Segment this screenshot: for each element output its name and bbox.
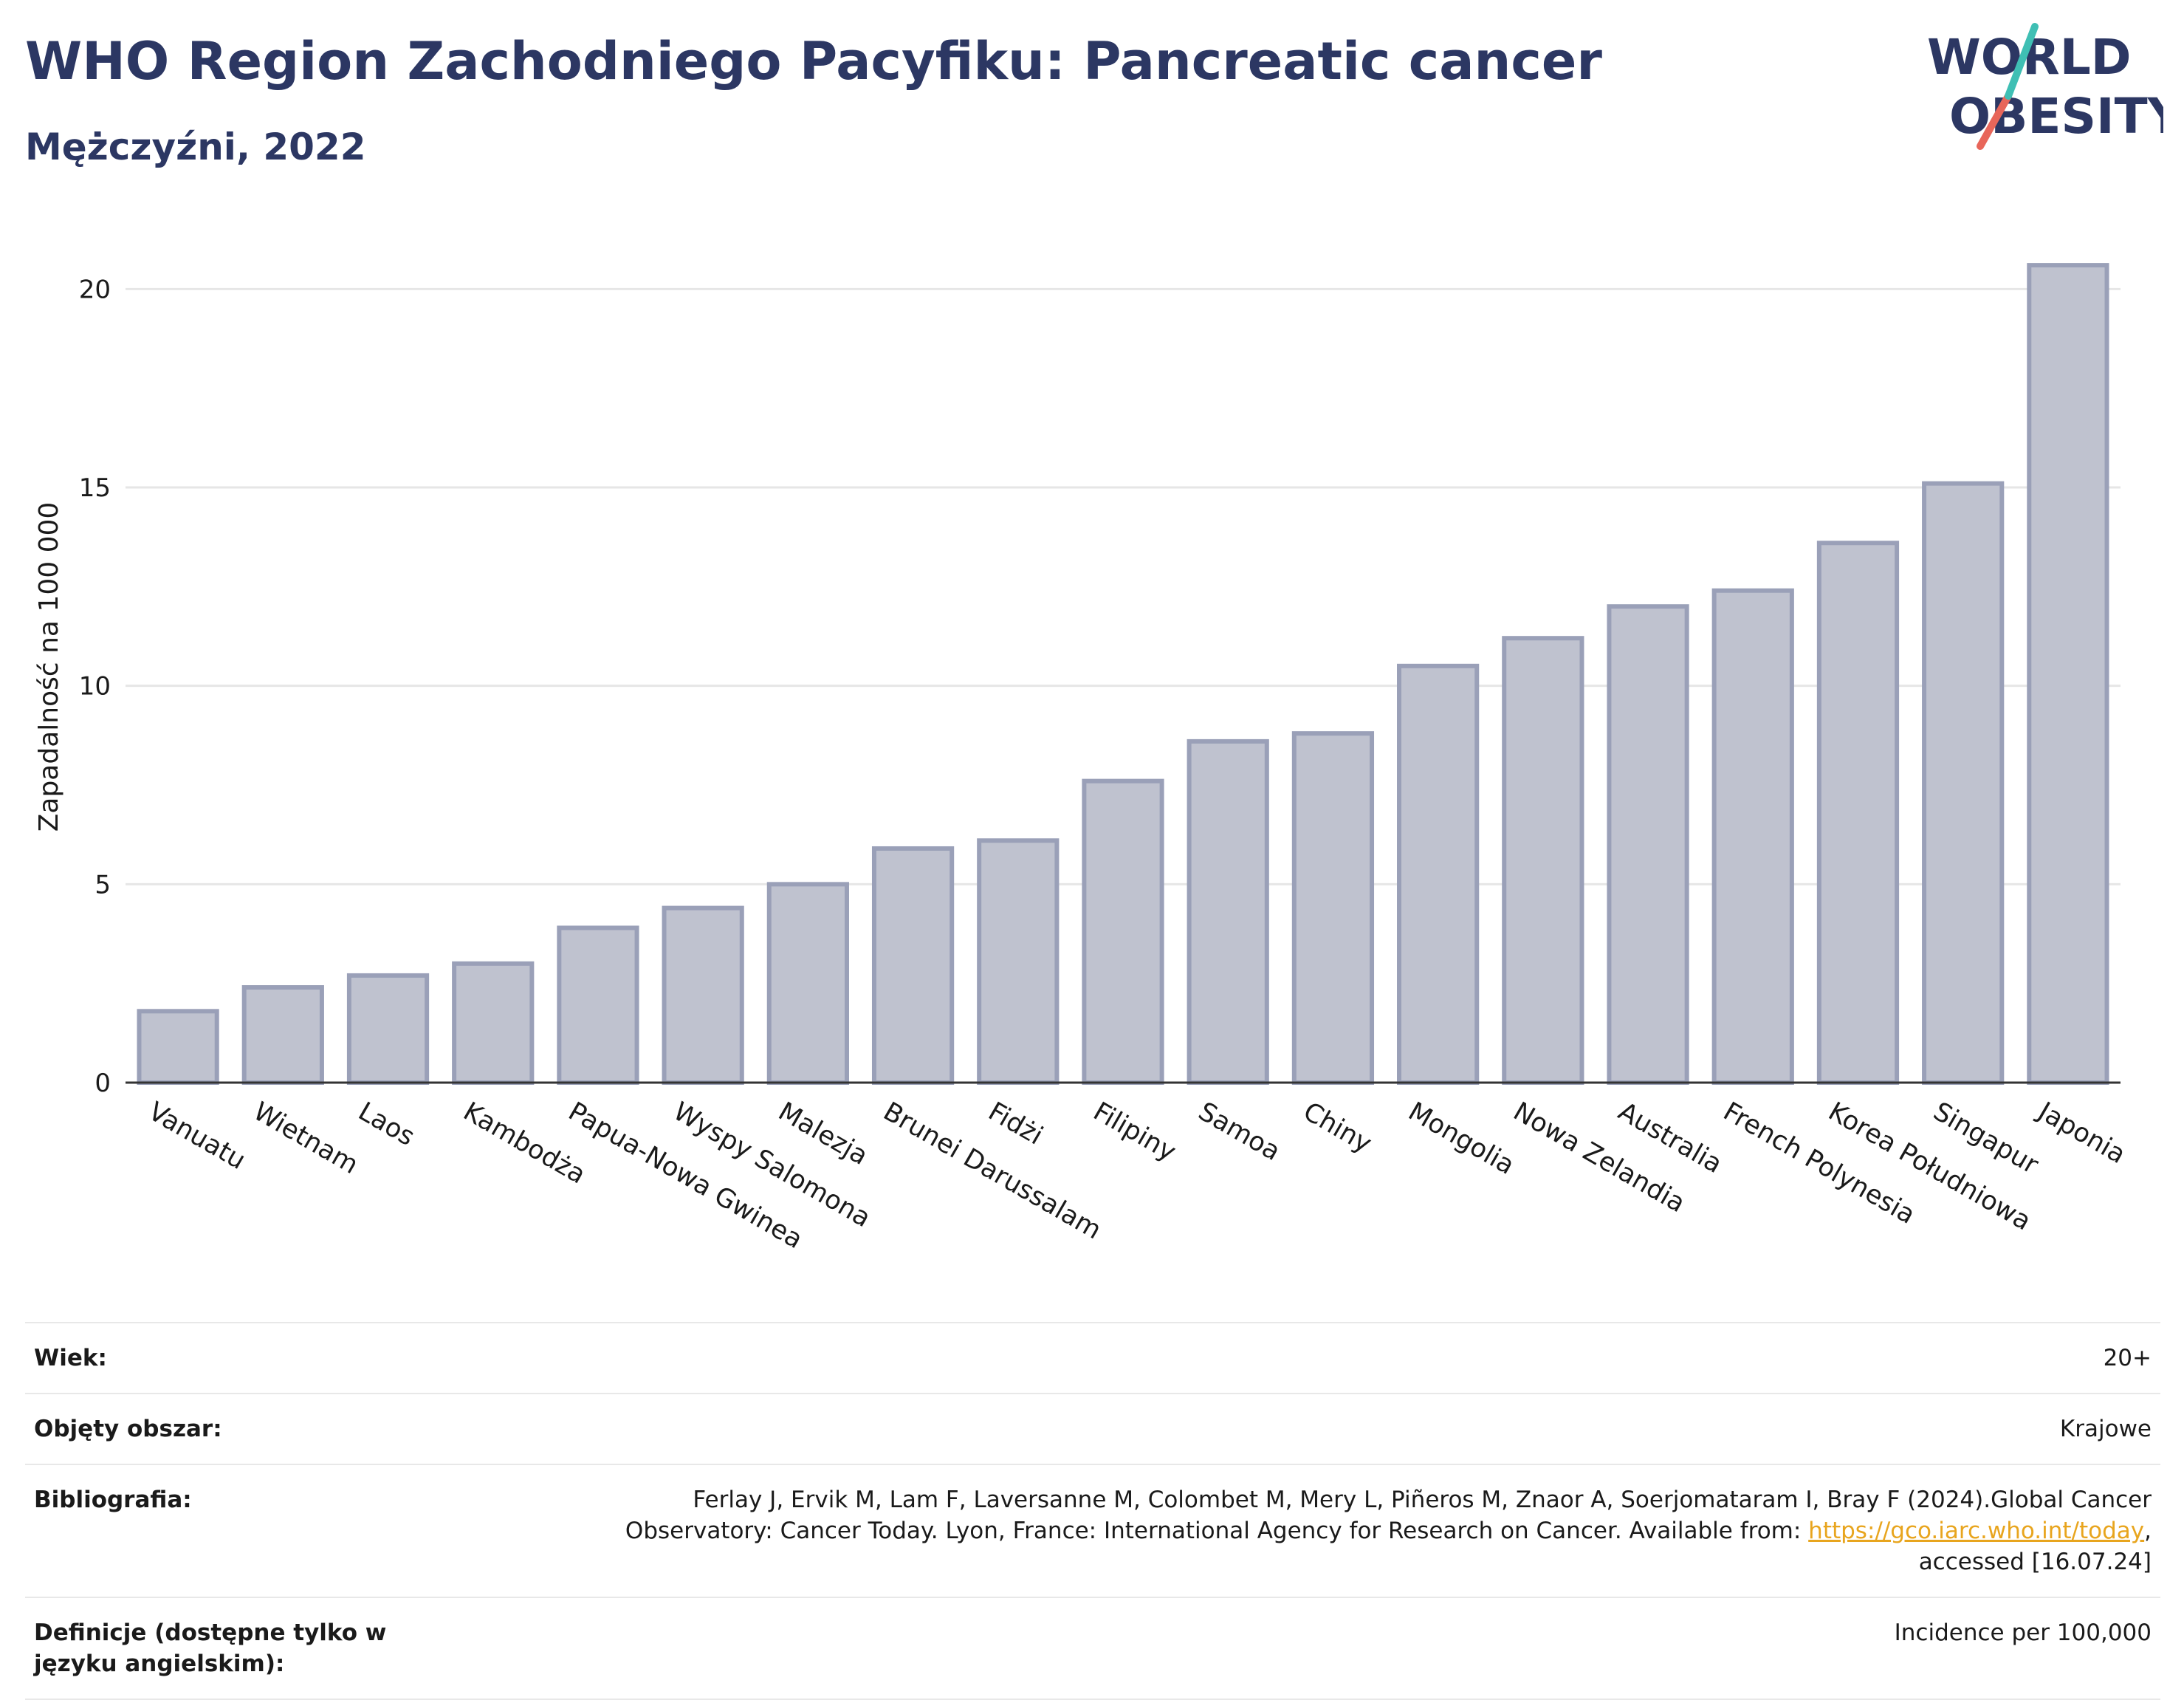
bibliography-line2: Observatory: Cancer Today. Lyon, France:… — [625, 1518, 1809, 1544]
info-key-bibliography: Bibliografia: — [34, 1487, 192, 1513]
logo-slash-teal — [2005, 23, 2039, 100]
x-tick-label: Wietnam — [248, 1097, 363, 1180]
info-key-age: Wiek: — [34, 1345, 107, 1371]
bar — [766, 882, 849, 1086]
world-obesity-logo: WORLD OBESITY — [1927, 23, 2163, 150]
bar — [2027, 263, 2109, 1086]
chart-title: WHO Region Zachodniego Pacyfiku: Pancrea… — [25, 31, 1602, 92]
axes: 0 5 10 15 20 — [79, 275, 2121, 1098]
bibliography-line3: accessed [16.07.24] — [1918, 1549, 2152, 1575]
bar — [137, 1009, 219, 1086]
bar — [346, 973, 430, 1085]
x-tick-label: Mongolia — [1404, 1097, 1519, 1181]
bar — [241, 985, 324, 1086]
x-tick-label: Vanuatu — [143, 1097, 250, 1176]
info-row-bibliography: Bibliografia: Ferlay J, Ervik M, Lam F, … — [25, 1464, 2160, 1597]
info-row-coverage: Objęty obszar: Krajowe — [25, 1394, 2160, 1464]
x-tick-label: Japonia — [2032, 1096, 2130, 1170]
chart-subtitle: Mężczyźni, 2022 — [25, 126, 366, 168]
x-tick-label: Samoa — [1193, 1097, 1285, 1167]
bar — [1502, 636, 1584, 1085]
bibliography-link[interactable]: https://gco.iarc.who.int/today — [1808, 1518, 2145, 1544]
x-tick-label: French Polynesia — [1718, 1097, 1920, 1230]
bar — [1816, 541, 1900, 1085]
bar — [1082, 778, 1164, 1085]
info-row-age: Wiek: 20+ — [25, 1323, 2160, 1394]
info-value-age: 20+ — [2103, 1345, 2152, 1371]
bar — [452, 961, 535, 1086]
x-tick-label: Nowa Zelandia — [1508, 1097, 1690, 1219]
x-tick-label: Filipiny — [1088, 1097, 1181, 1167]
info-row-definitions: Definicje (dostępne tylko w języku angie… — [25, 1597, 2160, 1699]
bar — [1711, 588, 1794, 1085]
bar — [662, 905, 744, 1086]
x-tick-label: Fidżi — [983, 1097, 1048, 1151]
x-tick-label: Laos — [353, 1097, 419, 1152]
bar — [557, 925, 639, 1085]
y-tick-label: 15 — [79, 473, 111, 503]
y-tick-label: 5 — [95, 870, 111, 899]
y-axis-title: Zapadalność na 100 000 — [34, 502, 64, 832]
y-tick-label: 10 — [79, 672, 111, 702]
logo-slash-red — [1977, 92, 2012, 150]
bar — [1187, 738, 1269, 1085]
x-tick-label: Chiny — [1298, 1097, 1376, 1159]
bar — [1922, 481, 2005, 1085]
info-value-definitions: Incidence per 100,000 — [1894, 1620, 2152, 1646]
bar — [977, 838, 1060, 1086]
bar — [1397, 663, 1480, 1085]
bibliography-line2-end: , — [2144, 1518, 2152, 1544]
bar — [1607, 604, 1689, 1085]
bar — [1291, 731, 1375, 1086]
bibliography-line1: Ferlay J, Ervik M, Lam F, Laversanne M, … — [693, 1487, 2152, 1513]
info-key-definitions: Definicje (dostępne tylko w języku angie… — [34, 1620, 387, 1677]
y-tick-label: 20 — [79, 275, 111, 304]
y-tick-label: 0 — [95, 1069, 111, 1098]
info-value-bibliography: Ferlay J, Ervik M, Lam F, Laversanne M, … — [486, 1464, 2160, 1597]
info-key-coverage: Objęty obszar: — [34, 1416, 222, 1442]
info-table: Wiek: 20+ Objęty obszar: Krajowe Bibliog… — [25, 1322, 2160, 1700]
bars — [137, 263, 2109, 1086]
bar — [871, 846, 955, 1085]
info-value-coverage: Krajowe — [2059, 1416, 2152, 1442]
